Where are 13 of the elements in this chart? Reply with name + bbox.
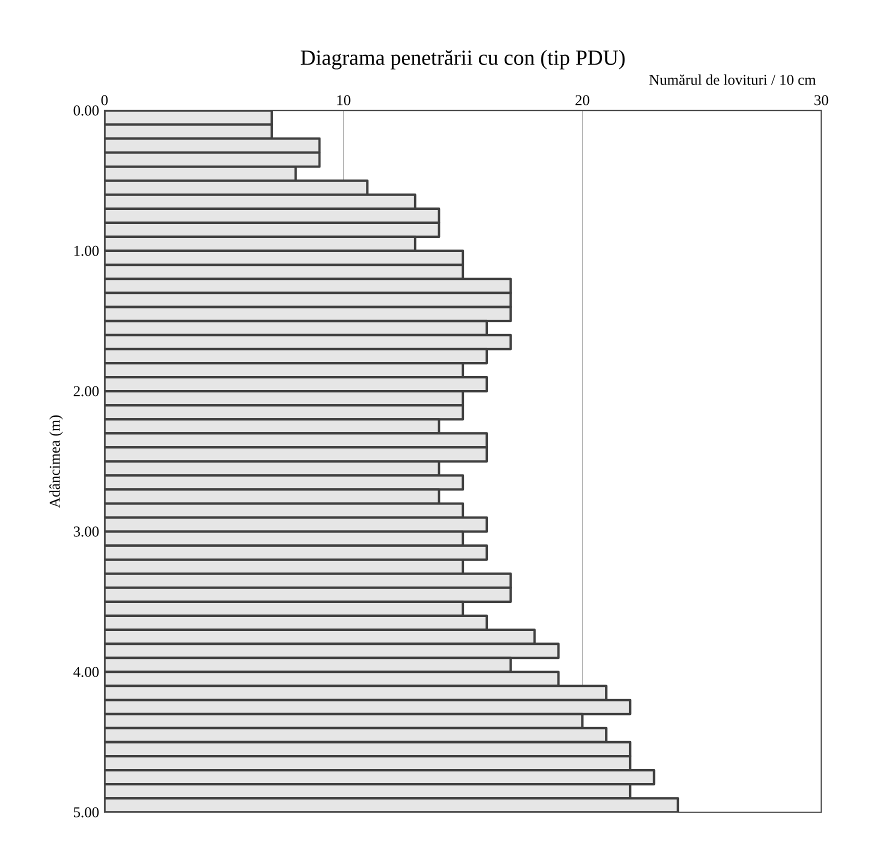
- y-tick-label: 3.00: [74, 526, 99, 537]
- x-axis-title: Numărul de lovituri / 10 cm: [649, 74, 816, 85]
- x-tick-label: 10: [337, 95, 350, 106]
- y-tick-label: 0.00: [74, 105, 99, 116]
- x-tick-label: 0: [101, 95, 108, 106]
- x-tick-label: 20: [576, 95, 590, 106]
- y-tick-label: 1.00: [74, 246, 99, 256]
- y-tick-label: 4.00: [73, 666, 99, 677]
- y-tick-label: 2.00: [74, 386, 99, 396]
- x-tick-label: 30: [814, 95, 828, 106]
- y-axis-title: Adâncimea (m): [49, 415, 63, 508]
- y-tick-label: 5.00: [74, 807, 99, 818]
- chart-title: Diagrama penetrării cu con (tip PDU): [300, 50, 625, 70]
